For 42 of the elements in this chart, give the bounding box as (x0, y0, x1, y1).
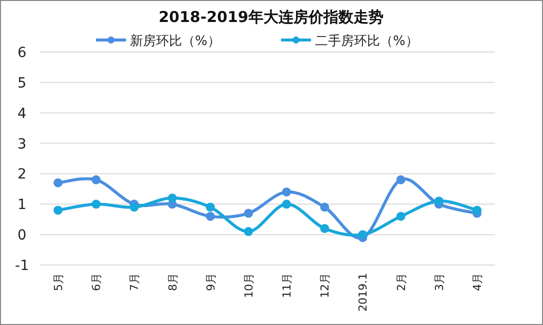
y-tick-label: 5 (18, 75, 26, 92)
point (206, 212, 215, 221)
x-tick-label: 12月 (318, 273, 332, 298)
x-tick-label: 7月 (128, 273, 142, 291)
chart-title: 2018-2019年大连房价指数走势 (158, 8, 384, 26)
point (206, 202, 215, 212)
y-tick-label: 3 (18, 136, 26, 152)
point (396, 175, 406, 184)
x-tick-label: 11月 (280, 273, 294, 298)
y-tick-label: 0 (18, 228, 26, 244)
point (54, 178, 62, 188)
x-tick-label: 5月 (52, 273, 65, 291)
point (168, 194, 177, 203)
legend-label: 新房环比（%） (130, 33, 220, 49)
y-tick-label: 1 (18, 197, 26, 214)
point (244, 227, 253, 236)
point (320, 202, 330, 212)
point (282, 200, 292, 209)
point (472, 206, 482, 215)
x-tick-label: 9月 (204, 273, 218, 291)
point (130, 202, 139, 212)
x-tick-label: 2019.1 (356, 273, 370, 312)
x-tick-label: 8月 (166, 273, 180, 291)
x-tick-label: 3月 (432, 273, 446, 291)
y-tick-label: -1 (15, 258, 29, 274)
y-tick-label: 6 (18, 45, 27, 61)
y-tick-label: 4 (18, 106, 27, 122)
point (396, 212, 406, 221)
x-tick-label: 10月 (242, 273, 256, 298)
legend-label: 二手房环比（%） (315, 33, 418, 49)
x-tick-label: 2月 (394, 273, 408, 291)
x-tick-label: 6月 (90, 273, 104, 291)
point (92, 175, 101, 184)
x-tick-label: 4月 (471, 273, 484, 291)
point (434, 196, 444, 206)
point (92, 200, 101, 209)
point (320, 224, 330, 233)
point (358, 230, 368, 240)
point (282, 187, 292, 196)
point (244, 208, 253, 218)
point (54, 206, 62, 215)
y-tick-label: 2 (18, 166, 26, 183)
